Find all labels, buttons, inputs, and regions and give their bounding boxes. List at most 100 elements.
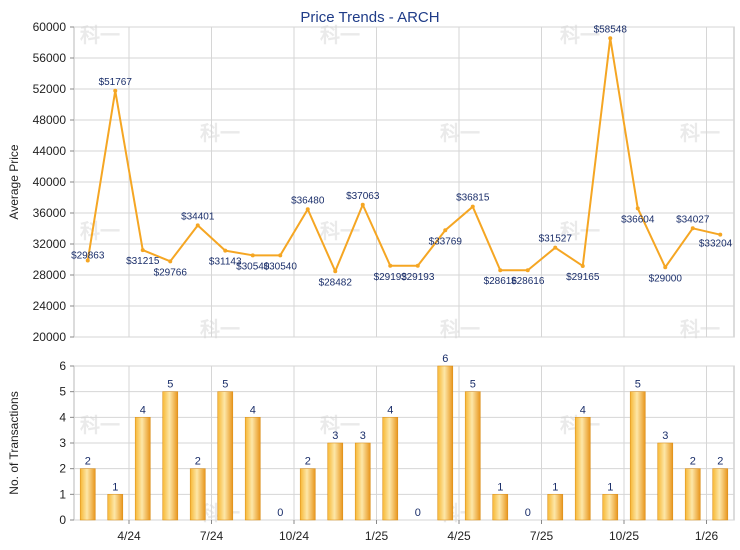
transactions-y-tick-label: 3 [59,436,66,450]
price-point [360,202,365,207]
price-y-tick-label: 40000 [33,175,67,189]
transaction-bar [299,468,316,521]
x-tick-label: 10/24 [279,529,309,543]
price-value-label: $29863 [71,251,105,262]
x-tick-label: 4/24 [117,529,141,543]
price-point [553,245,558,250]
transaction-bars [79,365,729,521]
price-point [470,204,475,209]
price-y-tick-label: 60000 [33,20,67,34]
bar-value-label: 5 [222,379,228,391]
bar-value-label: 5 [470,379,476,391]
bar-value-label: 3 [332,430,338,442]
price-value-label: $36815 [456,193,490,204]
transaction-bar [574,417,591,521]
price-y-tick-label: 32000 [33,237,67,251]
transaction-bar [464,391,481,521]
transactions-y-tick-label: 2 [59,462,66,476]
bar-value-label: 5 [167,379,173,391]
price-value-label: $29165 [566,272,600,283]
price-y-tick-label: 28000 [33,268,67,282]
price-value-label: $31143 [209,257,242,268]
bar-value-label: 2 [717,456,723,468]
price-value-label: $33204 [699,239,733,250]
price-point [305,207,310,212]
transaction-bar [547,494,564,521]
x-tick-label: 7/24 [200,529,224,543]
x-tick-label: 4/25 [447,529,471,543]
bar-value-label: 1 [497,481,503,493]
transaction-bar [712,468,729,521]
price-value-label: $28482 [319,277,353,288]
watermark-text: 科一 [320,219,360,243]
transaction-bar [437,365,454,521]
price-point [113,88,118,93]
price-value-label: $31215 [126,256,160,267]
price-value-label: $37063 [346,191,380,202]
x-tick-label: 1/26 [695,529,719,543]
transaction-bar [189,468,206,521]
bar-value-label: 3 [662,430,668,442]
price-point [333,269,338,274]
x-tick-label: 1/25 [365,529,389,543]
price-point [690,226,695,231]
price-line [86,37,721,273]
price-value-label: $58548 [594,24,628,35]
price-y-tick-label: 24000 [33,299,67,313]
price-value-label: $28616 [484,276,518,287]
price-point [498,268,503,273]
price-point [608,36,613,41]
bar-value-label: 4 [580,404,586,416]
bar-value-label: 2 [85,456,91,468]
watermark-text: 科一 [80,219,120,243]
price-point [85,258,90,263]
price-value-label: $29766 [154,267,188,278]
price-y-tick-label: 48000 [33,113,67,127]
price-y-tick-label: 56000 [33,51,67,65]
watermark-text: 科一 [560,219,600,243]
price-grid: 20000 24000 28000 32000 36000 40000 44000 48000… [33,20,735,344]
price-point [635,206,640,211]
transaction-bar [629,391,646,521]
price-y-tick-label: 52000 [33,82,67,96]
price-point [525,268,530,273]
transaction-bar [327,442,344,521]
price-value-label: $30540 [236,261,270,272]
bar-value-label: 4 [140,404,146,416]
price-value-label: $30540 [264,261,298,272]
bar-value-label: 2 [305,456,311,468]
transaction-bar [217,391,234,521]
price-y-tick-label: 20000 [33,330,67,344]
bar-value-label: 6 [442,353,448,365]
transaction-bar [657,442,674,521]
price-value-label: $34401 [181,211,215,222]
bar-value-label: 0 [277,507,283,519]
bar-value-label: 2 [195,456,201,468]
watermark-text: 科一 [80,413,120,437]
price-value-label: $36480 [291,195,325,206]
price-point [663,265,668,270]
price-point [388,263,393,268]
price-value-label: $28616 [511,276,545,287]
transaction-bar [244,417,261,521]
bar-value-label: 4 [387,404,393,416]
bar-value-label: 1 [607,481,613,493]
price-value-label: $29193 [401,272,435,283]
bar-value-label: 3 [360,430,366,442]
label-layer: 2 1 4 5 2 5 4 0 2 3 3 4 0 6 5 1 0 1 4 1 5 3 2 2 $29863 $51767 $312… [71,24,733,519]
transaction-bar [79,468,96,521]
bar-value-label: 1 [112,481,118,493]
price-value-label: $29000 [649,273,683,284]
price-point [278,253,283,258]
chart-title: Price Trends - ARCH [300,9,439,26]
price-y-axis-label: Average Price [7,144,21,219]
transaction-bar [684,468,701,521]
transaction-bar [492,494,509,521]
price-point [250,253,255,258]
transactions-y-axis-label: No. of Transactions [7,391,21,494]
price-value-label: $36604 [621,214,655,225]
transactions-y-tick-label: 1 [59,487,66,501]
watermark-text: 科一 [320,413,360,437]
